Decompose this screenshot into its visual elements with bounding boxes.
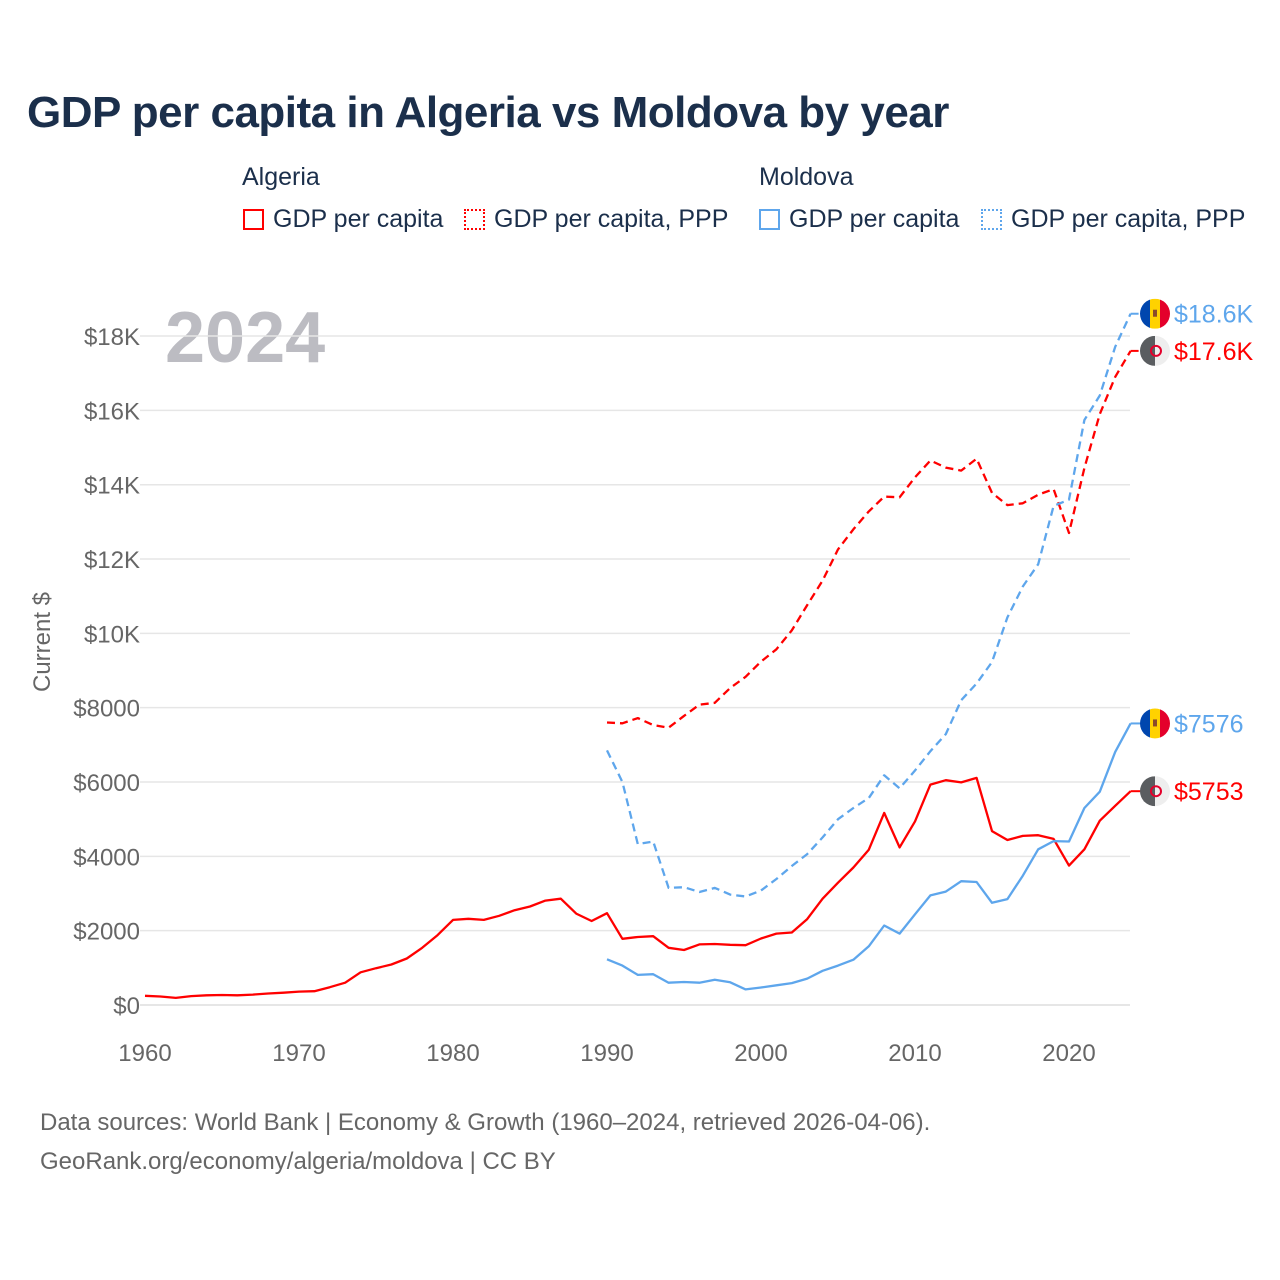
end-value-label: $5753 [1174, 778, 1244, 806]
moldova-flag-icon [1140, 708, 1170, 739]
solid-swatch-icon [243, 209, 264, 230]
x-tick-label: 1970 [272, 1040, 325, 1067]
y-tick-label: $18K [84, 324, 140, 351]
dotted-swatch-icon [464, 209, 485, 230]
legend-item-algeria-gdp[interactable]: GDP per capita [243, 205, 443, 234]
algeria-flag-icon [1140, 776, 1170, 807]
plot-area: 2024 Current $ $0 $2000 $4000 $6000 $8000 $10… [29, 298, 1254, 1067]
series-line-0 [144, 776, 1132, 1000]
end-value-label: $7576 [1174, 710, 1244, 738]
solid-swatch-icon [759, 209, 780, 230]
y-tick-label: $4000 [73, 844, 140, 871]
legend-label: GDP per capita, PPP [494, 205, 729, 233]
x-tick-label: 2010 [888, 1040, 941, 1067]
y-tick-label: $12K [84, 547, 140, 574]
legend-group-algeria: Algeria [242, 163, 320, 191]
x-tick-label: 1960 [118, 1040, 171, 1067]
footer-link[interactable]: GeoRank.org/economy/algeria/moldova | CC… [40, 1148, 556, 1175]
year-label: 2024 [165, 298, 325, 378]
y-tick-label: $6000 [73, 770, 140, 797]
y-tick-label: $2000 [73, 919, 140, 946]
footer-sources: Data sources: World Bank | Economy & Gro… [40, 1109, 931, 1136]
dotted-swatch-icon [981, 209, 1002, 230]
legend-label: GDP per capita, PPP [1011, 205, 1246, 233]
legend-item-moldova-gdp[interactable]: GDP per capita [759, 205, 959, 234]
legend-group-moldova: Moldova [759, 163, 854, 191]
legend-item-moldova-ppp[interactable]: GDP per capita, PPP [981, 205, 1245, 234]
y-tick-label: $10K [84, 621, 140, 648]
end-value-label: $18.6K [1174, 301, 1254, 329]
x-tick-label: 1990 [580, 1040, 633, 1067]
y-axis-title: Current $ [29, 592, 56, 692]
y-tick-label: $0 [113, 993, 140, 1020]
x-tick-label: 2000 [734, 1040, 787, 1067]
x-tick-label: 1980 [426, 1040, 479, 1067]
series-line-1 [606, 350, 1132, 729]
y-tick-label: $14K [84, 473, 140, 500]
y-tick-label: $8000 [73, 696, 140, 723]
legend-label: GDP per capita [273, 205, 444, 233]
page-title: GDP per capita in Algeria vs Moldova by … [27, 88, 949, 137]
legend-label: GDP per capita [789, 205, 960, 233]
legend-item-algeria-ppp[interactable]: GDP per capita, PPP [464, 205, 728, 234]
x-tick-label: 2020 [1042, 1040, 1095, 1067]
algeria-flag-icon [1140, 335, 1170, 366]
moldova-flag-icon [1140, 298, 1170, 329]
series-line-3 [605, 313, 1132, 898]
y-tick-label: $16K [84, 398, 140, 425]
end-value-label: $17.6K [1174, 338, 1254, 366]
series-line-2 [606, 722, 1132, 991]
